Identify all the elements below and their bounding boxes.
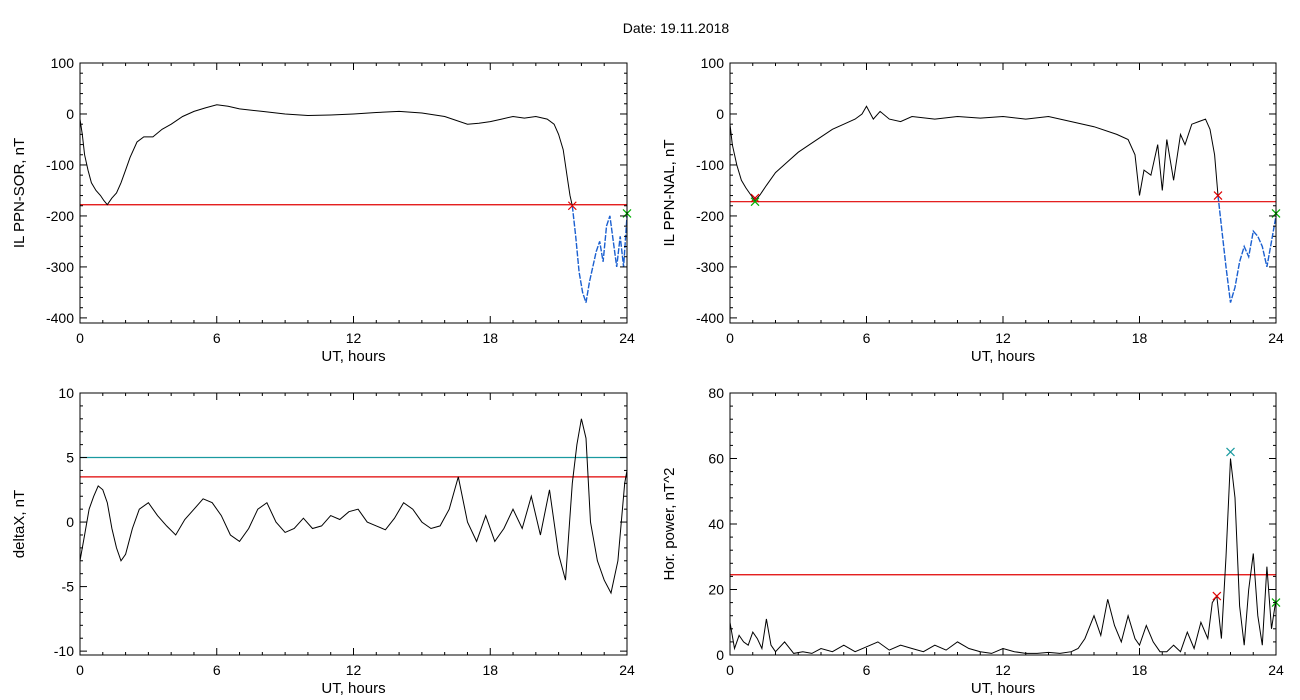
x-tick-label: 24 — [619, 330, 635, 346]
y-tick-label: 20 — [708, 582, 724, 598]
marker-stroke — [1226, 447, 1235, 457]
chart-panel-hor-power: 0 6 12 18 24 0 20 40 60 80 UT, hours Hor. power, nT… — [661, 385, 1284, 697]
marker-stroke — [750, 193, 760, 203]
y-tick-label: -5 — [62, 579, 75, 595]
figure-title: Date: 19.11.2018 — [622, 20, 730, 36]
x-tick-label: 18 — [482, 330, 498, 346]
y-tick-label: -400 — [696, 310, 724, 326]
x-tick-label: 12 — [346, 330, 362, 346]
y-tick-label: 80 — [708, 385, 724, 401]
marker-stroke — [567, 201, 577, 211]
y-axis-label: IL PPN-SOR, nT — [11, 138, 28, 248]
y-tick-label: 10 — [58, 385, 74, 401]
marker-x — [567, 201, 577, 211]
x-axis-label: UT, hours — [321, 348, 385, 365]
x-tick-label: 12 — [995, 330, 1011, 346]
y-tick-label: -10 — [54, 643, 74, 659]
chart-panel-deltax: 0 6 12 18 24 -10 -5 0 5 10 UT, hours deltaX, nT — [11, 385, 635, 697]
x-tick-label: 0 — [726, 662, 734, 678]
y-axis-label: IL PPN-NAL, nT — [661, 140, 678, 247]
y-tick-label: 100 — [51, 55, 75, 71]
x-tick-label: 0 — [76, 330, 84, 346]
y-tick-label: -200 — [46, 208, 74, 224]
marker-x — [1213, 191, 1223, 200]
x-tick-label: 24 — [1268, 662, 1284, 678]
y-tick-label: 0 — [716, 106, 724, 122]
plot-frame — [79, 62, 628, 324]
y-tick-label: -100 — [46, 157, 74, 173]
marker-x — [750, 197, 760, 207]
x-tick-label: 18 — [482, 662, 498, 678]
y-tick-label: -400 — [46, 310, 74, 326]
chart-panel-ppn-nal: 0 6 12 18 24 -400 -300 -200 -100 0 100 UT, hours IL … — [661, 55, 1284, 365]
y-tick-label: -300 — [46, 259, 74, 275]
series-line-main — [79, 418, 628, 595]
y-tick-label: 60 — [708, 451, 724, 467]
x-tick-label: 6 — [213, 330, 221, 346]
x-tick-label: 12 — [346, 662, 362, 678]
x-tick-label: 18 — [1132, 662, 1148, 678]
x-tick-label: 24 — [1268, 330, 1284, 346]
y-tick-label: -200 — [696, 208, 724, 224]
x-axis-label: UT, hours — [971, 348, 1035, 365]
y-tick-label: 0 — [716, 647, 724, 663]
marker-stroke — [750, 197, 760, 207]
series-line-main — [79, 104, 573, 206]
series-line-highlight — [571, 205, 628, 303]
x-tick-label: 6 — [863, 662, 871, 678]
x-tick-label: 6 — [213, 662, 221, 678]
y-tick-label: -300 — [696, 259, 724, 275]
x-tick-label: 18 — [1132, 330, 1148, 346]
plot-frame — [79, 392, 628, 656]
y-axis-label: Hor. power, nT^2 — [661, 468, 678, 581]
marker-stroke — [1213, 191, 1223, 200]
y-tick-label: 5 — [66, 450, 74, 466]
y-tick-label: 100 — [701, 55, 725, 71]
y-tick-label: 0 — [66, 106, 74, 122]
x-tick-label: 0 — [726, 330, 734, 346]
chart-panel-ppn-sor: 0 6 12 18 24 -400 -300 -200 -100 0 100 UT, hours IL … — [11, 55, 635, 365]
x-axis-label: UT, hours — [971, 680, 1035, 697]
series-line-highlight — [1217, 195, 1277, 303]
plot-frame — [729, 392, 1277, 656]
y-axis-label: deltaX, nT — [11, 490, 28, 558]
y-tick-label: -100 — [696, 157, 724, 173]
y-tick-label: 40 — [708, 516, 724, 532]
x-tick-label: 0 — [76, 662, 84, 678]
marker-x — [750, 193, 760, 203]
y-tick-label: 0 — [66, 514, 74, 530]
marker-x — [1226, 447, 1235, 457]
x-tick-label: 12 — [995, 662, 1011, 678]
plot-frame — [729, 62, 1277, 324]
x-tick-label: 24 — [619, 662, 635, 678]
marker-x — [1212, 591, 1222, 601]
series-line-main — [729, 458, 1277, 654]
marker-stroke — [1212, 591, 1222, 601]
series-line-main — [729, 105, 1219, 202]
x-tick-label: 6 — [863, 330, 871, 346]
x-axis-label: UT, hours — [321, 680, 385, 697]
